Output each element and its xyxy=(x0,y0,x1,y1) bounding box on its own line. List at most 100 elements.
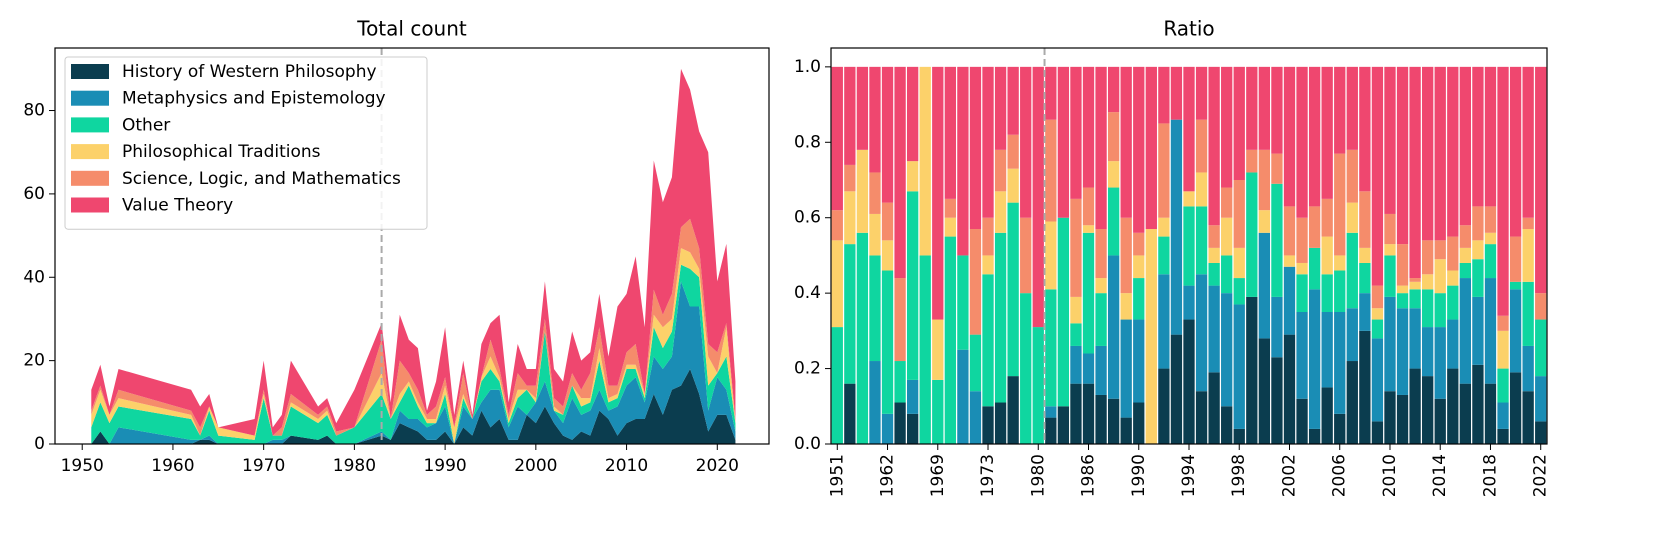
bar-segment xyxy=(1359,262,1371,294)
bar-segment xyxy=(1007,168,1019,203)
bar-segment xyxy=(1459,262,1472,279)
bar-segment xyxy=(1233,278,1245,305)
bar-segment xyxy=(1032,327,1044,444)
bar-segment xyxy=(969,391,982,444)
x-tick-label: 2000 xyxy=(514,456,557,476)
bar-segment xyxy=(1195,206,1208,275)
bar-segment xyxy=(1095,66,1107,230)
bar-segment xyxy=(1396,244,1409,286)
bar-segment xyxy=(894,361,906,403)
bar-segment xyxy=(1195,274,1208,392)
bar-segment xyxy=(1308,247,1321,290)
bar-segment xyxy=(1384,244,1396,256)
x-tick-label: 1986 xyxy=(1079,454,1099,497)
x-tick-label: 1980 xyxy=(333,456,376,476)
bar-segment xyxy=(1133,232,1145,256)
x-tick-label: 1998 xyxy=(1229,454,1249,497)
area xyxy=(91,264,736,444)
x-tick-label: 1969 xyxy=(928,454,948,497)
bar-segment xyxy=(1095,394,1107,444)
bar-segment xyxy=(1459,247,1472,263)
bar-segment xyxy=(1246,296,1258,444)
bar-segment xyxy=(919,66,931,256)
legend-label: History of Western Philosophy xyxy=(122,62,377,82)
bar-segment xyxy=(1535,319,1547,377)
bar-segment xyxy=(1321,387,1333,444)
y-tick-label: 60 xyxy=(23,184,45,204)
bar-segment xyxy=(957,66,969,256)
bar-segment xyxy=(1308,66,1321,207)
bar-segment xyxy=(1296,312,1308,399)
bar-segment xyxy=(1535,376,1547,422)
bar-segment xyxy=(894,402,906,444)
x-tick-label: 2010 xyxy=(1380,454,1400,497)
x-tick-label: 1960 xyxy=(151,456,194,476)
bar-segment xyxy=(1107,161,1120,188)
bar-segment xyxy=(1158,236,1170,275)
bar-segment xyxy=(1321,236,1333,275)
bar-segment xyxy=(994,149,1007,192)
bar-segment xyxy=(1346,149,1358,203)
bar-segment xyxy=(982,217,994,256)
bar-segment xyxy=(1321,312,1333,388)
bar-segment xyxy=(1107,187,1120,256)
bar-segment xyxy=(1095,345,1107,395)
bar-segment xyxy=(1422,66,1434,241)
bar-segment xyxy=(1082,66,1095,188)
bar-segment xyxy=(1434,293,1446,328)
bar-segment xyxy=(1472,364,1484,444)
bar-segment xyxy=(932,379,944,444)
bar-segment xyxy=(1522,229,1534,282)
bar-segment xyxy=(1422,274,1434,290)
bar-segment xyxy=(1497,368,1509,403)
legend-swatch xyxy=(71,197,109,213)
x-tick-label: 2022 xyxy=(1531,454,1551,497)
area xyxy=(91,68,736,436)
bar-segment xyxy=(1484,383,1497,444)
bar-segment xyxy=(1497,402,1509,429)
bar-segment xyxy=(1095,293,1107,346)
bar-segment xyxy=(1535,66,1547,294)
bar-segment xyxy=(906,66,919,162)
bar-segment xyxy=(1472,240,1484,260)
bar-segment xyxy=(1334,153,1346,256)
bar-segment xyxy=(1233,247,1245,279)
bar-segment xyxy=(1409,289,1421,309)
bar-segment xyxy=(1258,66,1271,150)
bar-segment xyxy=(1346,308,1358,362)
bar-segment xyxy=(1334,312,1346,414)
bar-segment xyxy=(1371,338,1384,422)
bar-segment xyxy=(1522,66,1534,218)
bar-segment xyxy=(1359,247,1371,263)
bar-segment xyxy=(1334,255,1346,271)
bar-segment xyxy=(1120,293,1132,320)
bar-segment xyxy=(1133,66,1145,233)
bar-segment xyxy=(1334,413,1346,444)
bar-segment xyxy=(1195,66,1208,120)
bar-segment xyxy=(1120,319,1132,418)
bar-segment xyxy=(1434,240,1446,260)
bar-segment xyxy=(906,161,919,192)
bar-segment xyxy=(1007,134,1019,169)
bar-segment xyxy=(869,172,881,214)
bar-segment xyxy=(1459,225,1472,248)
bar-segment xyxy=(1509,289,1522,373)
bar-segment xyxy=(1158,217,1170,237)
bar-segment xyxy=(894,278,906,362)
bar-segment xyxy=(869,361,881,444)
bar-segment xyxy=(1409,368,1421,444)
bar-segment xyxy=(1334,66,1346,154)
bar-segment xyxy=(869,66,881,173)
bar-segment xyxy=(1472,206,1484,241)
bar-segment xyxy=(1359,191,1371,248)
bar-segment xyxy=(982,406,994,444)
bar-segment xyxy=(957,349,969,444)
bar-segment xyxy=(1409,308,1421,369)
bar-segment xyxy=(1208,225,1220,248)
bar-segment xyxy=(1120,417,1132,444)
bar-segment xyxy=(1208,285,1220,373)
bar-segment xyxy=(1409,278,1421,282)
bar-segment xyxy=(1120,66,1132,218)
bar-segment xyxy=(1221,255,1233,294)
bar-segment xyxy=(1007,202,1019,377)
